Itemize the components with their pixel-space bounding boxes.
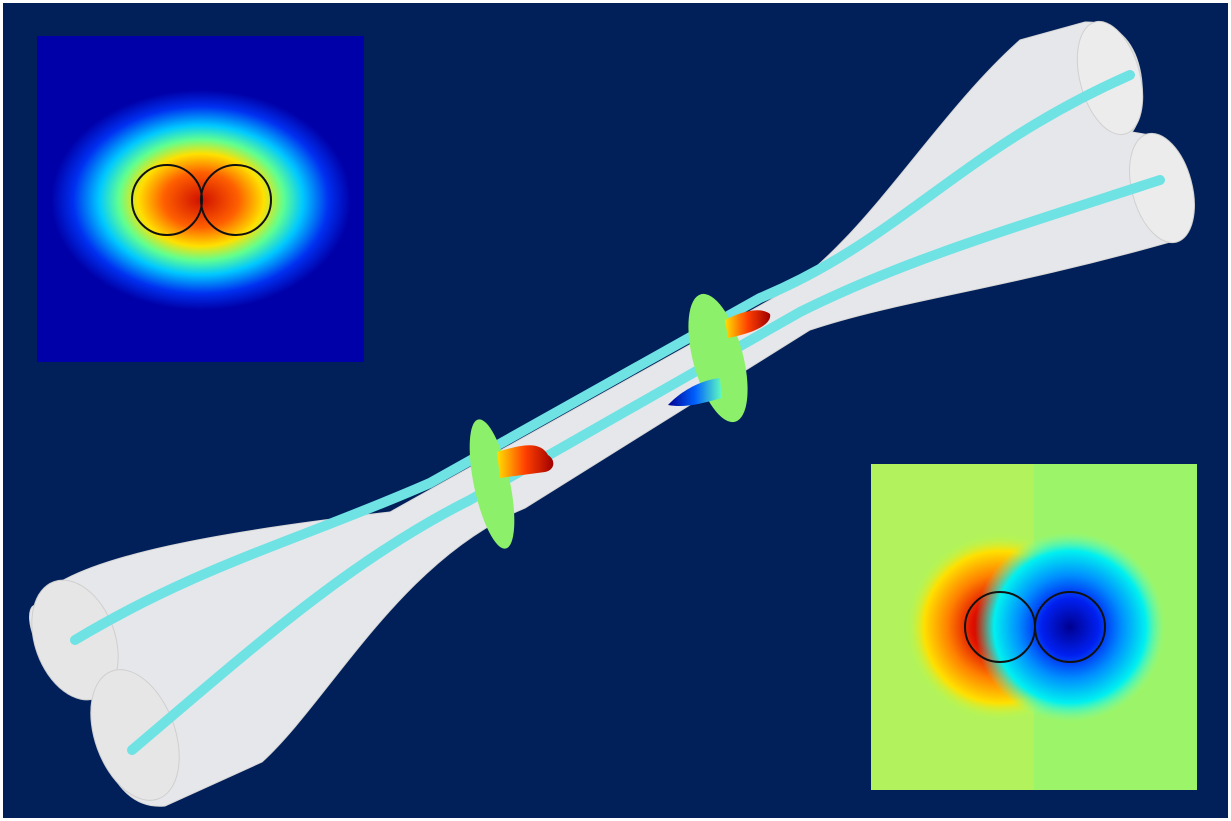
core-outline — [1034, 591, 1106, 663]
mode-slice — [469, 419, 515, 549]
fiber-core — [127, 175, 1165, 755]
mode-lobe — [668, 378, 722, 407]
fiber-core — [70, 70, 1135, 645]
fiber-end — [1076, 20, 1144, 136]
negative-lobe — [975, 532, 1165, 722]
mode-lobe — [725, 310, 771, 338]
mode-lobe — [497, 445, 554, 478]
fiber-end — [1129, 132, 1195, 244]
core-outline — [200, 164, 272, 236]
